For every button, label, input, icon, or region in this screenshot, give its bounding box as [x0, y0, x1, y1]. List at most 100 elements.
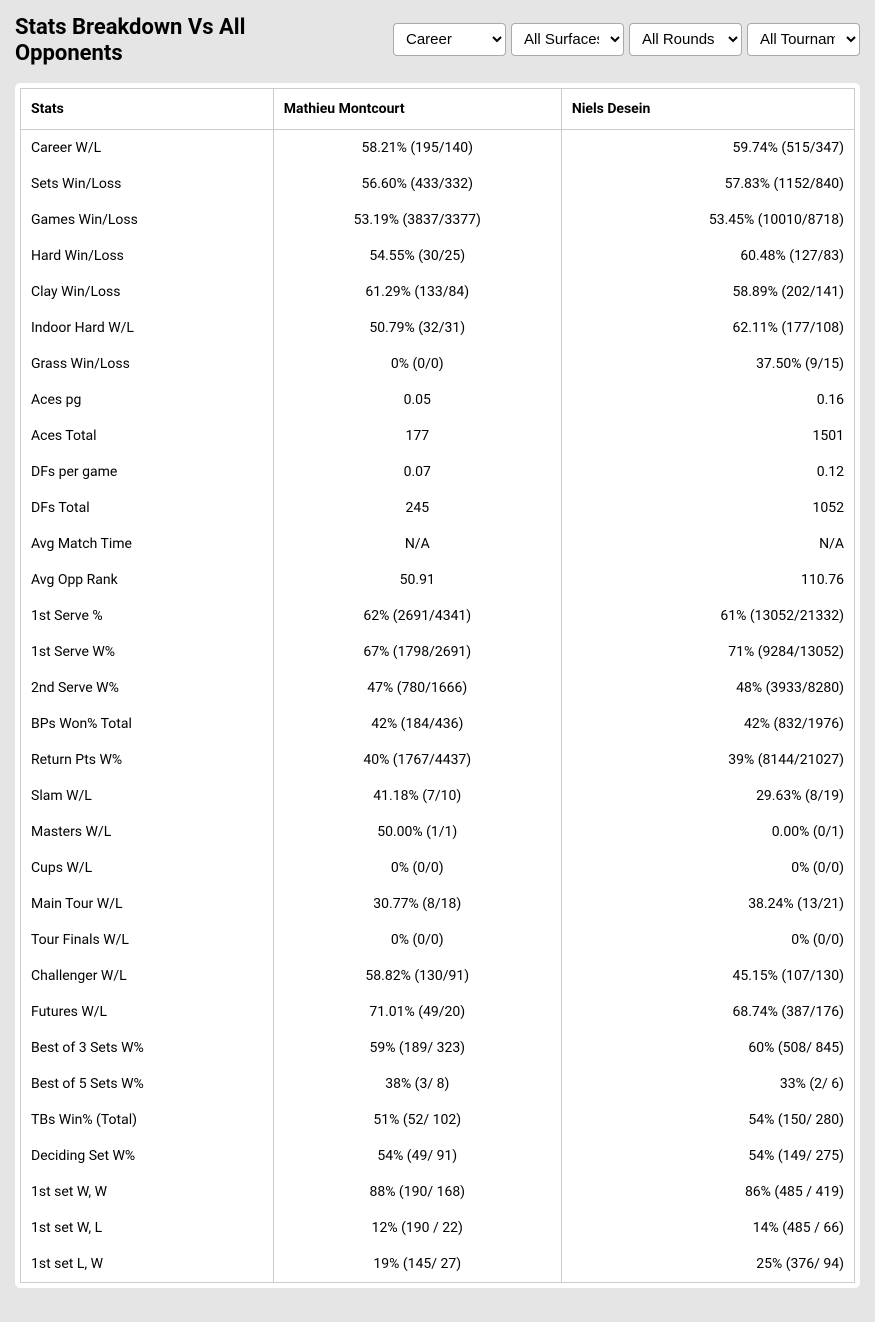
stat-value-player2: 39% (8144/21027): [561, 742, 854, 778]
stat-label: Sets Win/Loss: [21, 166, 274, 202]
stat-value-player1: 56.60% (433/332): [273, 166, 561, 202]
stat-label: 1st set W, W: [21, 1174, 274, 1210]
stat-value-player1: 19% (145/ 27): [273, 1246, 561, 1283]
stat-value-player1: 58.82% (130/91): [273, 958, 561, 994]
table-row: 1st Serve W%67% (1798/2691)71% (9284/130…: [21, 634, 855, 670]
stat-value-player1: 12% (190 / 22): [273, 1210, 561, 1246]
stat-value-player1: 42% (184/436): [273, 706, 561, 742]
stat-value-player2: 37.50% (9/15): [561, 346, 854, 382]
stat-value-player1: 71.01% (49/20): [273, 994, 561, 1030]
stats-table: Stats Mathieu Montcourt Niels Desein Car…: [20, 88, 855, 1283]
stat-value-player2: 14% (485 / 66): [561, 1210, 854, 1246]
table-row: DFs Total2451052: [21, 490, 855, 526]
stat-label: 1st set W, L: [21, 1210, 274, 1246]
column-header-player2: Niels Desein: [561, 88, 854, 129]
table-row: Indoor Hard W/L50.79% (32/31)62.11% (177…: [21, 310, 855, 346]
stat-value-player2: 0.16: [561, 382, 854, 418]
stat-value-player2: 60% (508/ 845): [561, 1030, 854, 1066]
stat-value-player2: 62.11% (177/108): [561, 310, 854, 346]
stat-label: Challenger W/L: [21, 958, 274, 994]
table-row: Challenger W/L58.82% (130/91)45.15% (107…: [21, 958, 855, 994]
stat-value-player2: 68.74% (387/176): [561, 994, 854, 1030]
table-row: Cups W/L0% (0/0)0% (0/0): [21, 850, 855, 886]
stat-value-player1: 51% (52/ 102): [273, 1102, 561, 1138]
table-row: TBs Win% (Total)51% (52/ 102)54% (150/ 2…: [21, 1102, 855, 1138]
stat-value-player2: 42% (832/1976): [561, 706, 854, 742]
stat-value-player2: 29.63% (8/19): [561, 778, 854, 814]
stat-value-player1: 62% (2691/4341): [273, 598, 561, 634]
stat-label: Deciding Set W%: [21, 1138, 274, 1174]
table-row: 1st set L, W19% (145/ 27)25% (376/ 94): [21, 1246, 855, 1283]
table-row: Hard Win/Loss54.55% (30/25)60.48% (127/8…: [21, 238, 855, 274]
table-row: Return Pts W%40% (1767/4437)39% (8144/21…: [21, 742, 855, 778]
stat-value-player1: 47% (780/1666): [273, 670, 561, 706]
stat-value-player1: 245: [273, 490, 561, 526]
stat-label: 1st set L, W: [21, 1246, 274, 1283]
stat-value-player1: 54% (49/ 91): [273, 1138, 561, 1174]
column-header-stats: Stats: [21, 88, 274, 129]
table-row: Deciding Set W%54% (49/ 91)54% (149/ 275…: [21, 1138, 855, 1174]
rounds-filter-select[interactable]: All Rounds: [629, 23, 742, 56]
stat-label: DFs Total: [21, 490, 274, 526]
stat-value-player1: 53.19% (3837/3377): [273, 202, 561, 238]
stat-label: Hard Win/Loss: [21, 238, 274, 274]
stat-value-player1: 50.79% (32/31): [273, 310, 561, 346]
stat-label: 1st Serve W%: [21, 634, 274, 670]
stat-label: Games Win/Loss: [21, 202, 274, 238]
page-title: Stats Breakdown Vs All Opponents: [15, 15, 315, 68]
table-row: Clay Win/Loss61.29% (133/84)58.89% (202/…: [21, 274, 855, 310]
table-row: Avg Opp Rank50.91110.76: [21, 562, 855, 598]
stat-value-player2: 38.24% (13/21): [561, 886, 854, 922]
table-row: Tour Finals W/L0% (0/0)0% (0/0): [21, 922, 855, 958]
table-row: Career W/L58.21% (195/140)59.74% (515/34…: [21, 129, 855, 166]
surface-filter-select[interactable]: All Surfaces: [511, 23, 624, 56]
table-row: Grass Win/Loss0% (0/0)37.50% (9/15): [21, 346, 855, 382]
stat-label: Tour Finals W/L: [21, 922, 274, 958]
table-row: 1st set W, L12% (190 / 22)14% (485 / 66): [21, 1210, 855, 1246]
stat-label: BPs Won% Total: [21, 706, 274, 742]
stat-label: Futures W/L: [21, 994, 274, 1030]
stat-value-player1: 41.18% (7/10): [273, 778, 561, 814]
table-row: DFs per game0.070.12: [21, 454, 855, 490]
table-row: Futures W/L71.01% (49/20)68.74% (387/176…: [21, 994, 855, 1030]
stat-value-player2: 53.45% (10010/8718): [561, 202, 854, 238]
stat-label: DFs per game: [21, 454, 274, 490]
stat-value-player2: 57.83% (1152/840): [561, 166, 854, 202]
stat-value-player2: 1052: [561, 490, 854, 526]
stat-value-player2: 58.89% (202/141): [561, 274, 854, 310]
stat-label: Cups W/L: [21, 850, 274, 886]
table-row: Best of 5 Sets W%38% (3/ 8)33% (2/ 6): [21, 1066, 855, 1102]
stat-value-player2: 48% (3933/8280): [561, 670, 854, 706]
stat-value-player1: 0% (0/0): [273, 346, 561, 382]
stat-value-player2: 61% (13052/21332): [561, 598, 854, 634]
stat-value-player2: 71% (9284/13052): [561, 634, 854, 670]
stat-value-player1: 58.21% (195/140): [273, 129, 561, 166]
stat-value-player2: 33% (2/ 6): [561, 1066, 854, 1102]
stat-label: Clay Win/Loss: [21, 274, 274, 310]
stat-value-player1: 0.07: [273, 454, 561, 490]
stat-label: Grass Win/Loss: [21, 346, 274, 382]
stat-value-player2: 0% (0/0): [561, 922, 854, 958]
stats-table-container: Stats Mathieu Montcourt Niels Desein Car…: [15, 83, 860, 1288]
stat-value-player1: 50.00% (1/1): [273, 814, 561, 850]
stat-value-player1: 59% (189/ 323): [273, 1030, 561, 1066]
stat-value-player2: 54% (149/ 275): [561, 1138, 854, 1174]
table-row: 2nd Serve W%47% (780/1666)48% (3933/8280…: [21, 670, 855, 706]
stat-value-player1: 0% (0/0): [273, 922, 561, 958]
stat-value-player2: 59.74% (515/347): [561, 129, 854, 166]
stat-label: Avg Opp Rank: [21, 562, 274, 598]
stat-value-player1: 50.91: [273, 562, 561, 598]
stat-value-player2: 110.76: [561, 562, 854, 598]
career-filter-select[interactable]: Career: [393, 23, 506, 56]
stat-value-player1: 67% (1798/2691): [273, 634, 561, 670]
stat-value-player2: 0% (0/0): [561, 850, 854, 886]
filters-container: Career All Surfaces All Rounds All Tourn…: [393, 23, 860, 56]
stat-label: Best of 5 Sets W%: [21, 1066, 274, 1102]
tournaments-filter-select[interactable]: All Tournaments: [747, 23, 860, 56]
table-row: BPs Won% Total42% (184/436)42% (832/1976…: [21, 706, 855, 742]
column-header-player1: Mathieu Montcourt: [273, 88, 561, 129]
stat-value-player1: 54.55% (30/25): [273, 238, 561, 274]
table-row: Sets Win/Loss56.60% (433/332)57.83% (115…: [21, 166, 855, 202]
table-row: Games Win/Loss53.19% (3837/3377)53.45% (…: [21, 202, 855, 238]
stat-label: 1st Serve %: [21, 598, 274, 634]
